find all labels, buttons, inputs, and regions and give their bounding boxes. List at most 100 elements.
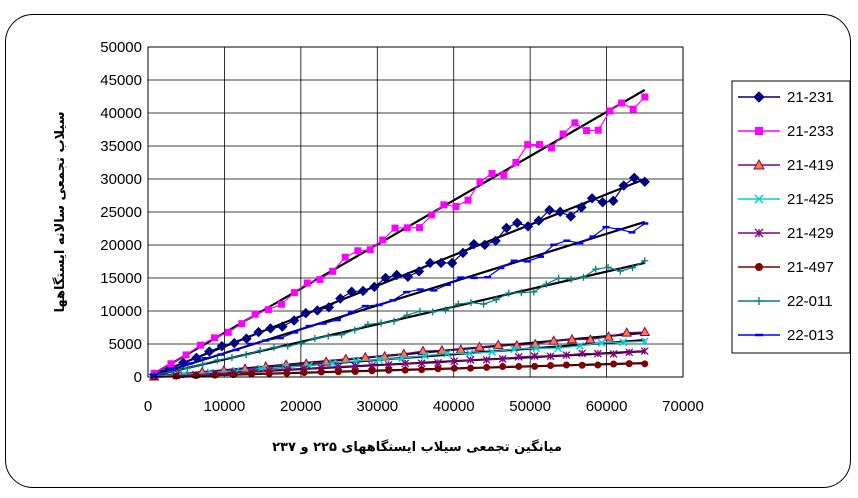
- y-tick-label: 50000: [100, 39, 142, 56]
- data-point: [229, 337, 240, 349]
- data-point: [640, 337, 649, 346]
- data-point: [565, 211, 576, 222]
- data-point: [571, 119, 579, 127]
- data-point: [229, 371, 237, 379]
- data-point: [501, 222, 512, 234]
- data-point: [253, 326, 264, 338]
- data-point: [434, 358, 442, 367]
- legend-label: 21-429: [787, 225, 834, 242]
- data-point: [196, 341, 204, 349]
- y-tick-label: 0: [134, 369, 142, 386]
- data-point: [616, 267, 624, 275]
- data-point: [479, 239, 490, 251]
- x-tick-label: 40000: [433, 398, 475, 415]
- data-point: [385, 366, 393, 374]
- data-point: [531, 362, 539, 370]
- data-point: [277, 300, 285, 308]
- series-21-233: [150, 93, 649, 377]
- legend-item: 21-231: [738, 89, 834, 106]
- data-point: [639, 326, 651, 337]
- data-point: [192, 372, 200, 380]
- data-point: [498, 354, 507, 363]
- data-point: [435, 257, 447, 269]
- data-point: [547, 362, 555, 370]
- data-point: [567, 275, 575, 283]
- data-point: [754, 194, 764, 204]
- data-point: [251, 310, 259, 318]
- data-point: [468, 238, 480, 250]
- data-point: [316, 276, 324, 284]
- data-point: [536, 141, 544, 149]
- data-point: [416, 307, 424, 315]
- data-point: [379, 236, 387, 244]
- data-point: [755, 127, 763, 135]
- data-point: [284, 342, 292, 350]
- data-point: [346, 286, 357, 297]
- data-point: [618, 99, 626, 107]
- data-point: [515, 362, 523, 370]
- x-tick-label: 30000: [356, 398, 398, 415]
- data-point: [182, 351, 190, 359]
- data-point: [317, 368, 325, 376]
- data-point: [247, 370, 255, 378]
- series-21-497: [150, 360, 649, 381]
- data-point: [579, 273, 587, 281]
- data-point: [755, 297, 763, 305]
- data-point: [369, 281, 380, 293]
- data-point: [297, 339, 305, 347]
- data-point: [440, 201, 448, 209]
- data-point: [238, 320, 246, 328]
- series-layer: [148, 93, 651, 381]
- data-point: [480, 300, 488, 308]
- data-point: [597, 196, 608, 208]
- data-point: [264, 306, 272, 314]
- data-point: [490, 235, 501, 247]
- data-point: [530, 352, 539, 361]
- data-point: [418, 366, 426, 374]
- data-point: [548, 335, 560, 345]
- data-point: [457, 247, 469, 259]
- data-point: [351, 367, 359, 375]
- data-point: [270, 343, 278, 351]
- data-point: [442, 306, 450, 314]
- data-point: [562, 361, 570, 369]
- data-point: [391, 224, 399, 232]
- data-point: [211, 371, 219, 379]
- data-point: [380, 272, 391, 284]
- data-point: [464, 196, 472, 204]
- data-point: [323, 302, 335, 313]
- data-point: [401, 366, 409, 374]
- x-tick-label: 10000: [204, 398, 246, 415]
- data-point: [621, 327, 633, 337]
- data-point: [476, 178, 484, 186]
- data-point: [403, 224, 411, 232]
- data-point: [546, 352, 555, 361]
- data-point: [510, 345, 519, 354]
- data-point: [354, 247, 362, 255]
- data-point: [364, 320, 372, 328]
- y-tick-label: 40000: [100, 105, 142, 122]
- data-point: [467, 299, 475, 307]
- legend-item: 21-419: [738, 157, 834, 174]
- data-point: [172, 372, 180, 380]
- data-point: [167, 360, 175, 368]
- data-point: [641, 93, 649, 101]
- data-point: [338, 331, 346, 339]
- data-point: [754, 228, 764, 238]
- data-point: [592, 265, 600, 273]
- data-point: [465, 349, 474, 358]
- data-point: [311, 334, 319, 342]
- data-point: [474, 341, 485, 351]
- x-tick-label: 70000: [662, 398, 704, 415]
- data-point: [241, 333, 252, 344]
- data-point: [578, 361, 586, 369]
- data-point: [578, 349, 587, 358]
- data-point: [450, 357, 459, 366]
- data-point: [452, 202, 460, 210]
- legend-label: 21-425: [787, 191, 834, 208]
- legend: 21-231 21-233 21-419 21-425 21-429 21-497 22-0…: [731, 80, 851, 354]
- data-point: [324, 332, 332, 340]
- data-point: [517, 289, 525, 297]
- data-point: [277, 321, 288, 332]
- data-point: [375, 355, 384, 364]
